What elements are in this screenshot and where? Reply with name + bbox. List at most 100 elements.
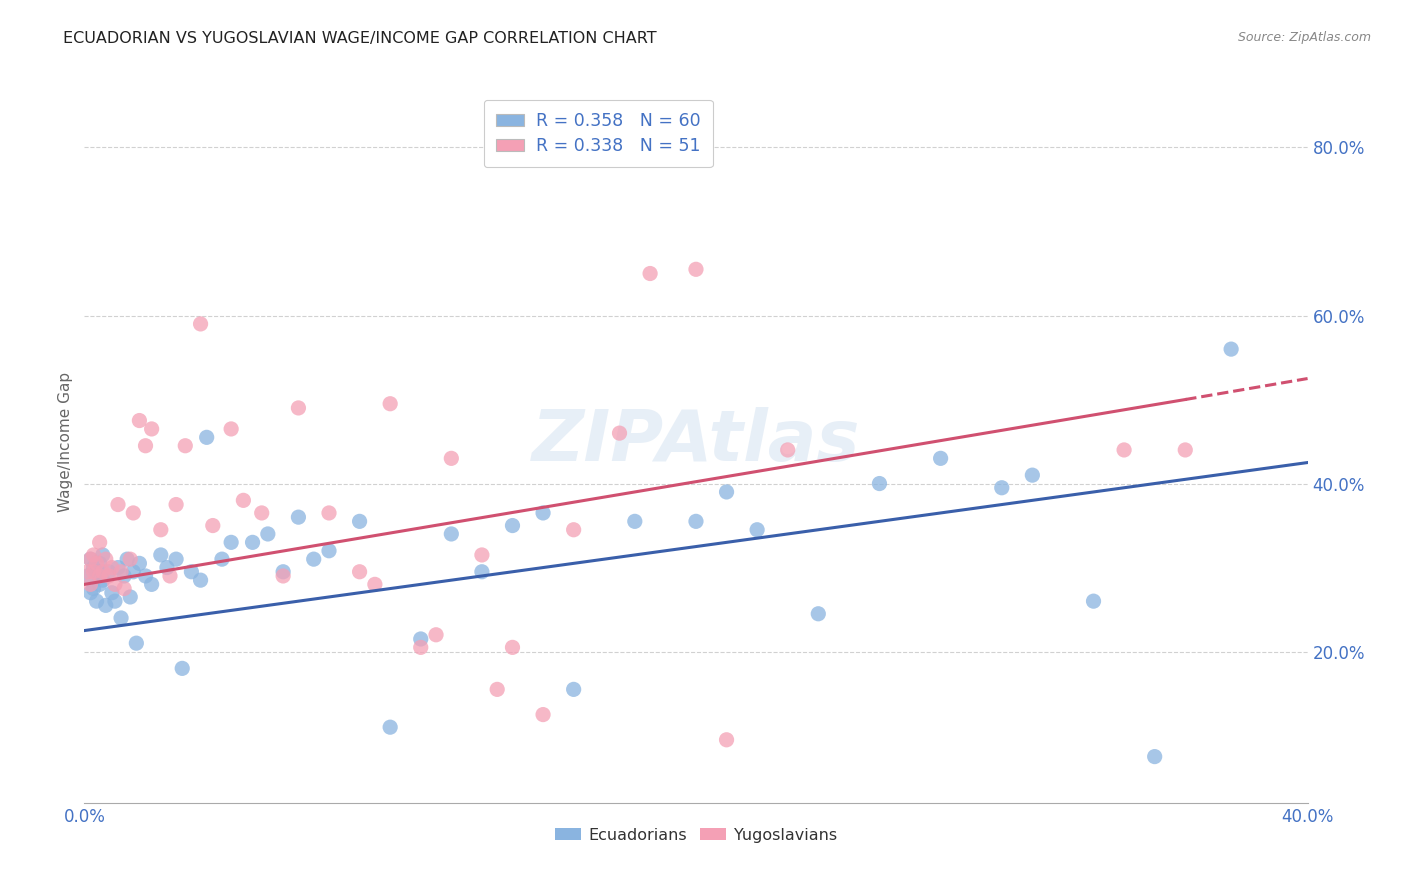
Point	[91, 548, 114, 562]
Point	[1220, 342, 1243, 356]
Point	[380, 720, 402, 734]
Point	[232, 493, 254, 508]
Point	[86, 557, 108, 571]
Point	[97, 565, 120, 579]
Point	[107, 560, 129, 574]
Text: Source: ZipAtlas.com: Source: ZipAtlas.com	[1237, 31, 1371, 45]
Text: ECUADORIAN VS YUGOSLAVIAN WAGE/INCOME GAP CORRELATION CHART: ECUADORIAN VS YUGOSLAVIAN WAGE/INCOME GA…	[63, 31, 657, 46]
Point	[128, 413, 150, 427]
Point	[219, 422, 242, 436]
Point	[929, 451, 952, 466]
Point	[91, 573, 114, 587]
Point	[502, 518, 524, 533]
Point	[128, 557, 150, 571]
Point	[211, 552, 233, 566]
Point	[94, 552, 117, 566]
Point	[91, 565, 114, 579]
Point	[609, 426, 631, 441]
Point	[101, 560, 124, 574]
Point	[112, 582, 135, 596]
Point	[89, 557, 111, 571]
Point	[122, 506, 145, 520]
Point	[271, 565, 294, 579]
Point	[271, 569, 294, 583]
Point	[135, 439, 157, 453]
Point	[486, 682, 509, 697]
Point	[101, 586, 124, 600]
Point	[104, 594, 127, 608]
Point	[110, 611, 132, 625]
Point	[79, 552, 101, 566]
Point	[89, 535, 111, 549]
Point	[349, 514, 371, 528]
Point	[531, 506, 554, 520]
Point	[349, 565, 371, 579]
Point	[807, 607, 830, 621]
Point	[79, 552, 101, 566]
Point	[104, 577, 127, 591]
Point	[562, 523, 585, 537]
Point	[89, 577, 111, 591]
Point	[76, 569, 98, 583]
Point	[97, 569, 120, 583]
Point	[83, 548, 105, 562]
Point	[409, 632, 432, 646]
Point	[120, 590, 142, 604]
Point	[174, 439, 197, 453]
Point	[159, 569, 181, 583]
Point	[165, 552, 187, 566]
Point	[287, 401, 309, 415]
Point	[83, 560, 105, 574]
Point	[440, 527, 463, 541]
Point	[190, 317, 212, 331]
Point	[685, 262, 707, 277]
Point	[250, 506, 273, 520]
Point	[165, 498, 187, 512]
Point	[201, 518, 224, 533]
Legend: Ecuadorians, Yugoslavians: Ecuadorians, Yugoslavians	[548, 822, 844, 849]
Point	[76, 565, 98, 579]
Point	[502, 640, 524, 655]
Point	[79, 577, 101, 591]
Y-axis label: Wage/Income Gap: Wage/Income Gap	[58, 371, 73, 512]
Point	[149, 523, 172, 537]
Point	[1143, 749, 1166, 764]
Point	[122, 565, 145, 579]
Point	[125, 636, 148, 650]
Point	[287, 510, 309, 524]
Point	[747, 523, 769, 537]
Point	[135, 569, 157, 583]
Point	[685, 514, 707, 528]
Point	[364, 577, 387, 591]
Point	[991, 481, 1014, 495]
Point	[190, 573, 212, 587]
Text: ZIPAtlas: ZIPAtlas	[531, 407, 860, 476]
Point	[776, 442, 799, 457]
Point	[409, 640, 432, 655]
Point	[219, 535, 242, 549]
Point	[83, 565, 105, 579]
Point	[471, 565, 494, 579]
Point	[120, 552, 142, 566]
Point	[86, 594, 108, 608]
Point	[1083, 594, 1105, 608]
Point	[257, 527, 280, 541]
Point	[1021, 468, 1043, 483]
Point	[1174, 442, 1197, 457]
Point	[141, 577, 163, 591]
Point	[94, 599, 117, 613]
Point	[425, 628, 447, 642]
Point	[180, 565, 202, 579]
Point	[89, 569, 111, 583]
Point	[638, 267, 661, 281]
Point	[869, 476, 891, 491]
Point	[531, 707, 554, 722]
Point	[624, 514, 647, 528]
Point	[471, 548, 494, 562]
Point	[242, 535, 264, 549]
Point	[110, 565, 132, 579]
Point	[141, 422, 163, 436]
Point	[172, 661, 194, 675]
Point	[149, 548, 172, 562]
Point	[716, 485, 738, 500]
